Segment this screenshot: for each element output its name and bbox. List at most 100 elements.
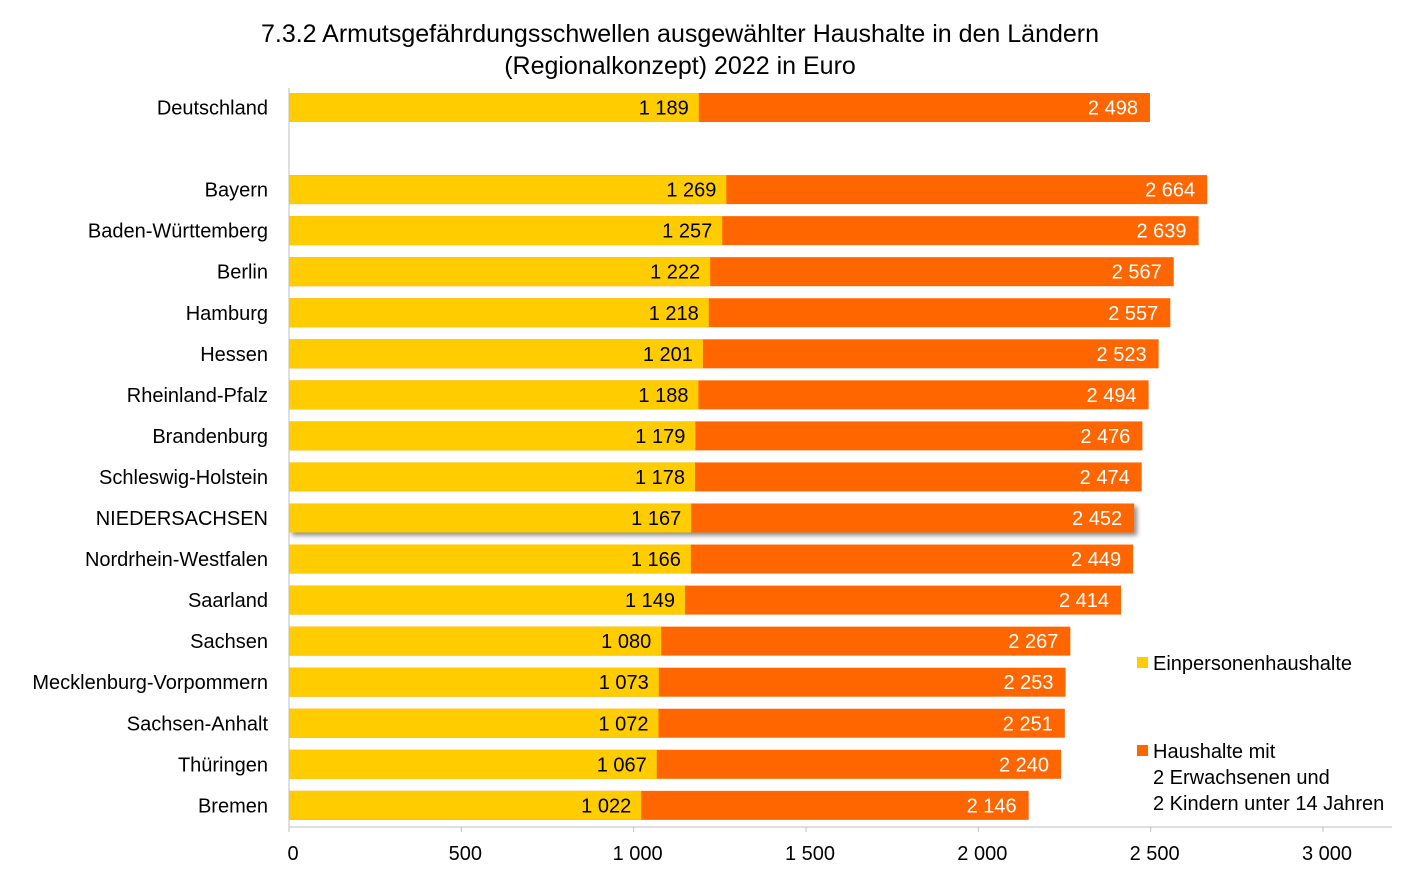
data-label-einpersonenhaushalte: 1 072	[598, 713, 648, 735]
data-label-einpersonenhaushalte: 1 179	[635, 426, 685, 448]
data-label-haushalte-mit-kindern: 2 664	[1145, 180, 1195, 202]
category-label: Hamburg	[186, 303, 268, 325]
bar-einpersonenhaushalte	[289, 544, 691, 574]
data-label-einpersonenhaushalte: 1 257	[662, 221, 712, 243]
chart-subtitle: (Regionalkonzept) 2022 in Euro	[504, 52, 856, 80]
category-label: Berlin	[217, 262, 268, 284]
bar-group	[289, 749, 1062, 779]
bar-einpersonenhaushalte	[289, 708, 659, 738]
bar-group	[289, 257, 1174, 287]
bar-group	[289, 667, 1066, 697]
data-label-einpersonenhaushalte: 1 201	[643, 344, 693, 366]
chart-title-line1: 7.3.2 Armutsgefährdungsschwellen ausgewä…	[260, 20, 1100, 48]
bar-einpersonenhaushalte	[289, 257, 711, 287]
x-tick-label: 3 000	[1302, 843, 1352, 865]
bar-group	[289, 626, 1071, 656]
bar-group	[289, 93, 1150, 122]
x-tick-label: 1 500	[785, 843, 835, 865]
legend-swatch-orange	[1137, 745, 1148, 756]
legend-swatch-yellow	[1137, 657, 1148, 668]
data-label-einpersonenhaushalte: 1 269	[666, 180, 716, 202]
bar-group	[289, 585, 1122, 615]
legend-label-line3: 2 Kindern unter 14 Jahren	[1153, 793, 1385, 815]
bar-group	[289, 503, 1135, 533]
data-label-einpersonenhaushalte: 1 149	[625, 590, 675, 612]
category-label: Bayern	[205, 180, 268, 202]
bar-einpersonenhaushalte	[289, 93, 699, 122]
bar-einpersonenhaushalte	[289, 339, 703, 369]
category-label: Deutschland	[157, 98, 268, 120]
data-label-haushalte-mit-kindern: 2 240	[999, 754, 1049, 776]
data-label-haushalte-mit-kindern: 2 474	[1080, 467, 1130, 489]
bar-einpersonenhaushalte	[289, 585, 686, 615]
data-label-haushalte-mit-kindern: 2 494	[1087, 385, 1137, 407]
data-label-haushalte-mit-kindern: 2 414	[1059, 590, 1109, 612]
category-label: Nordrhein-Westfalen	[85, 549, 268, 571]
data-label-haushalte-mit-kindern: 2 639	[1137, 221, 1187, 243]
bar-einpersonenhaushalte	[289, 790, 642, 820]
category-label: Schleswig-Holstein	[99, 467, 268, 489]
bar-group	[289, 544, 1134, 574]
bar-group	[289, 175, 1208, 205]
data-label-einpersonenhaushalte: 1 166	[631, 549, 681, 571]
bar-einpersonenhaushalte	[289, 503, 692, 533]
bar-group	[289, 339, 1159, 369]
category-label: Rheinland-Pfalz	[127, 385, 268, 407]
bar-group	[289, 216, 1199, 246]
legend-item-haushalte-mit-kindern: Haushalte mit 2 Erwachsenen und 2 Kinder…	[1137, 739, 1384, 817]
data-label-haushalte-mit-kindern: 2 449	[1071, 549, 1121, 571]
bar-einpersonenhaushalte	[289, 298, 709, 328]
bar-group	[289, 421, 1143, 451]
bar-einpersonenhaushalte	[289, 462, 696, 492]
bar-group	[289, 298, 1171, 328]
data-label-haushalte-mit-kindern: 2 498	[1088, 98, 1138, 120]
data-label-haushalte-mit-kindern: 2 523	[1097, 344, 1147, 366]
legend-item-einpersonenhaushalte: Einpersonenhaushalte	[1137, 651, 1352, 677]
data-label-einpersonenhaushalte: 1 067	[597, 754, 647, 776]
x-tick-label: 0	[287, 843, 298, 865]
data-label-einpersonenhaushalte: 1 178	[635, 467, 685, 489]
data-label-einpersonenhaushalte: 1 080	[601, 631, 651, 653]
category-label: Thüringen	[178, 754, 268, 776]
data-label-einpersonenhaushalte: 1 022	[581, 795, 631, 817]
data-label-haushalte-mit-kindern: 2 476	[1080, 426, 1130, 448]
data-label-einpersonenhaushalte: 1 218	[649, 303, 699, 325]
category-label: Baden-Württemberg	[88, 221, 268, 243]
bar-einpersonenhaushalte	[289, 175, 727, 205]
data-label-einpersonenhaushalte: 1 167	[631, 508, 681, 530]
data-label-haushalte-mit-kindern: 2 267	[1008, 631, 1058, 653]
legend-label-line1: Haushalte mit	[1153, 741, 1276, 763]
category-label: Sachsen-Anhalt	[127, 713, 269, 735]
category-label: Mecklenburg-Vorpommern	[32, 672, 268, 694]
bar-einpersonenhaushalte	[289, 626, 662, 656]
bar-group	[289, 462, 1142, 492]
bar-einpersonenhaushalte	[289, 667, 659, 697]
category-label: Brandenburg	[152, 426, 268, 448]
legend-label-line2: 2 Erwachsenen und	[1153, 767, 1330, 789]
data-label-einpersonenhaushalte: 1 189	[639, 98, 689, 120]
data-label-haushalte-mit-kindern: 2 567	[1112, 262, 1162, 284]
bar-group	[289, 380, 1149, 410]
data-label-einpersonenhaushalte: 1 073	[599, 672, 649, 694]
chart-title: 7.3.2 Armutsgefährdungsschwellen ausgewä…	[0, 18, 1360, 82]
data-label-haushalte-mit-kindern: 2 452	[1072, 508, 1122, 530]
data-label-haushalte-mit-kindern: 2 557	[1108, 303, 1158, 325]
data-label-einpersonenhaushalte: 1 222	[650, 262, 700, 284]
data-label-haushalte-mit-kindern: 2 146	[967, 795, 1017, 817]
data-label-haushalte-mit-kindern: 2 253	[1003, 672, 1053, 694]
category-label: Saarland	[188, 590, 268, 612]
x-tick-label: 1 000	[613, 843, 663, 865]
bar-einpersonenhaushalte	[289, 216, 723, 246]
x-tick-label: 500	[449, 843, 482, 865]
bar-group	[289, 708, 1065, 738]
bar-einpersonenhaushalte	[289, 380, 699, 410]
category-label: Hessen	[200, 344, 268, 366]
data-label-einpersonenhaushalte: 1 188	[638, 385, 688, 407]
x-tick-label: 2 000	[957, 843, 1007, 865]
bar-einpersonenhaushalte	[289, 421, 696, 451]
legend-label: Einpersonenhaushalte	[1153, 653, 1353, 675]
category-label: Bremen	[198, 795, 268, 817]
category-label: NIEDERSACHSEN	[96, 508, 268, 530]
data-label-haushalte-mit-kindern: 2 251	[1003, 713, 1053, 735]
